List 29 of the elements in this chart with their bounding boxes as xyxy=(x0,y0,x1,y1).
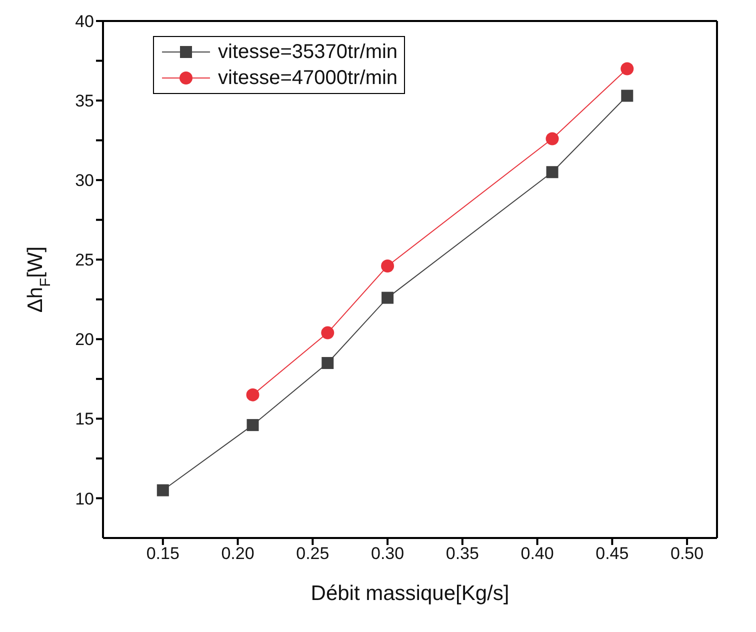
legend-label: vitesse=35370tr/min xyxy=(218,40,398,65)
y-tick-label: 25 xyxy=(75,250,94,270)
legend-label: vitesse=47000tr/min xyxy=(218,66,398,91)
x-tick-label: 0.20 xyxy=(221,544,254,564)
point xyxy=(381,259,394,272)
x-axis-title: Débit massique[Kg/s] xyxy=(310,582,510,605)
point xyxy=(321,326,334,340)
point xyxy=(382,292,394,304)
x-tick-label: 0.15 xyxy=(146,544,180,564)
point xyxy=(620,62,634,76)
point xyxy=(246,388,260,402)
x-tick-label: 0.40 xyxy=(520,544,554,564)
x-tick-label: 0.25 xyxy=(296,544,330,564)
y-tick-label: 15 xyxy=(75,410,94,429)
y-tick-label: 40 xyxy=(75,12,94,32)
point xyxy=(621,90,634,102)
y-tick-label: 30 xyxy=(75,171,94,190)
y-tick-label: 20 xyxy=(75,330,94,350)
point xyxy=(546,132,559,146)
x-tick-label: 0.35 xyxy=(446,544,479,564)
point xyxy=(322,357,334,370)
x-tick-label: 0.50 xyxy=(670,544,704,564)
point xyxy=(156,484,169,496)
y-tick-label: 10 xyxy=(75,489,94,508)
x-tick-label: 0.45 xyxy=(596,544,629,564)
point xyxy=(546,166,558,178)
point xyxy=(246,419,259,432)
y-tick-label: 35 xyxy=(75,92,94,111)
x-tick-label: 0.30 xyxy=(370,544,404,564)
